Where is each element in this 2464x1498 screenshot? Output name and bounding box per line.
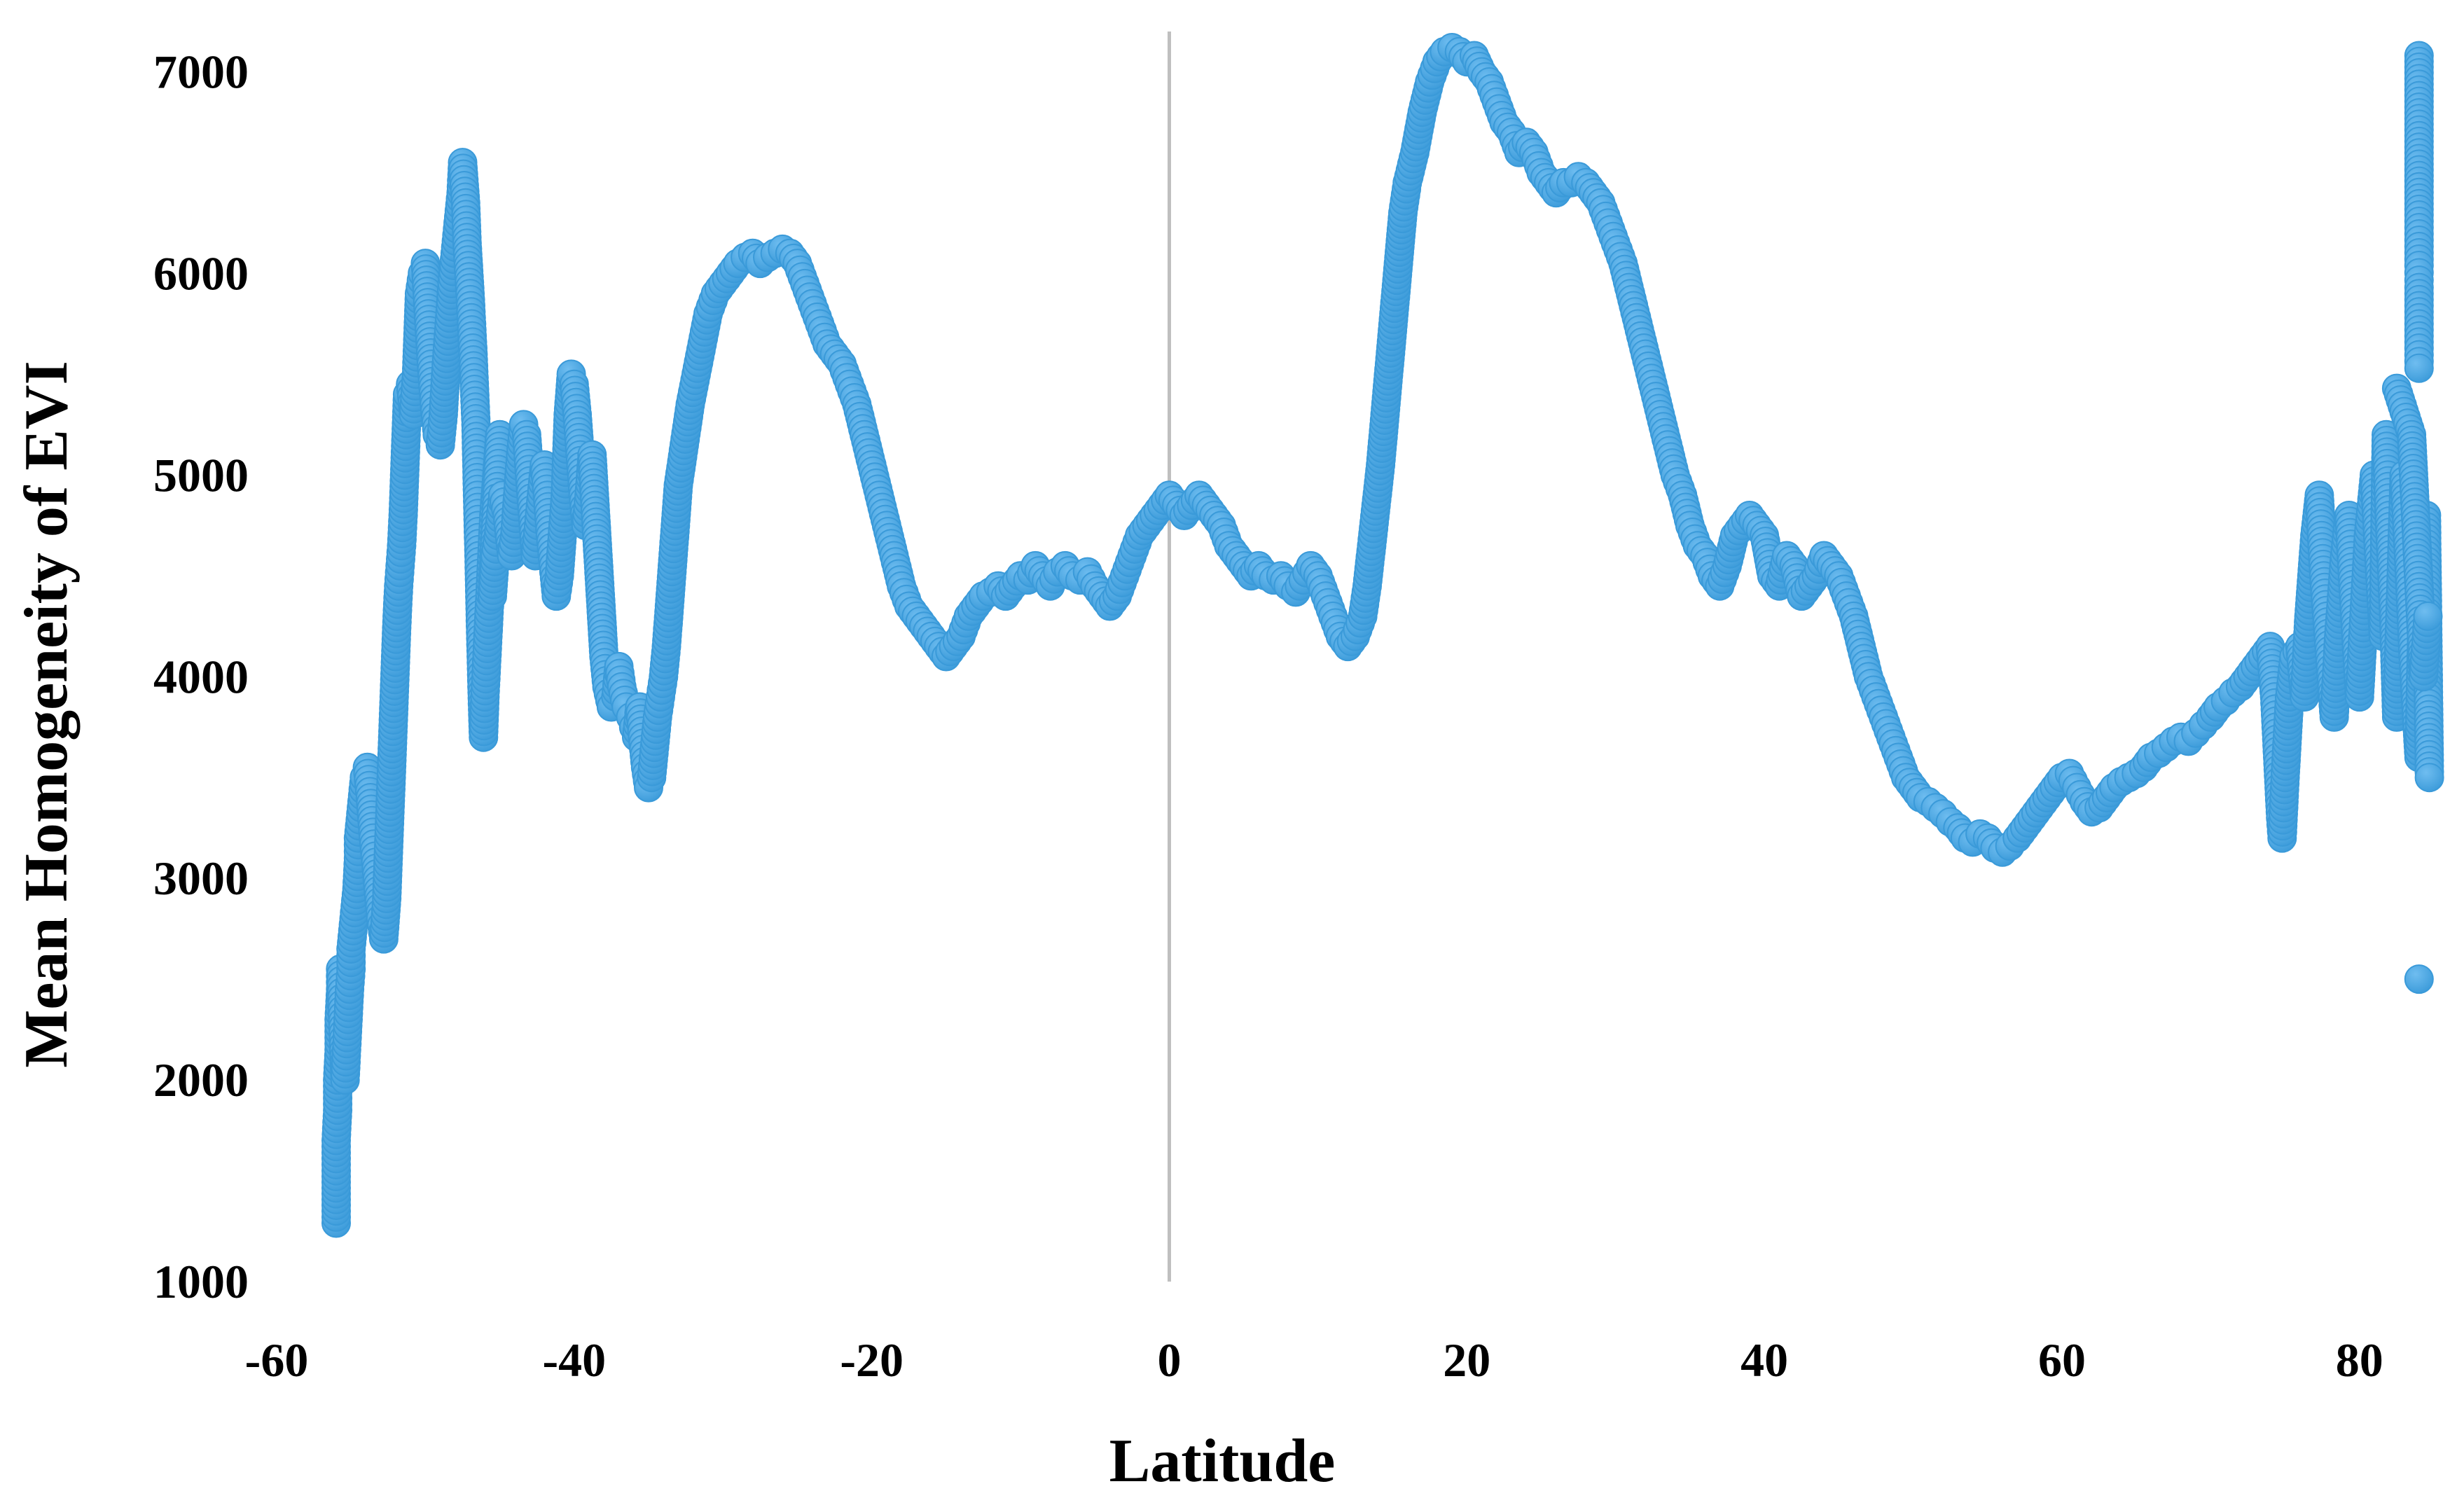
y-axis-tick-labels: 1000 2000 3000 4000 5000 6000 7000 [153, 46, 249, 1308]
y-tick-label: 1000 [153, 1255, 249, 1308]
data-point [2404, 964, 2434, 994]
data-point [2413, 601, 2443, 631]
x-tick-label: 20 [1443, 1333, 1490, 1387]
y-tick-label: 6000 [153, 247, 249, 300]
x-axis-title: Latitude [1109, 1427, 1336, 1495]
x-tick-label: -20 [840, 1333, 904, 1387]
y-tick-label: 7000 [153, 46, 249, 99]
y-tick-label: 2000 [153, 1053, 249, 1107]
x-axis-tick-labels: -60 -40 -20 0 20 40 60 80 [245, 1333, 2383, 1387]
x-tick-label: -40 [542, 1333, 606, 1387]
x-tick-label: 40 [1740, 1333, 1788, 1387]
x-tick-label: 80 [2336, 1333, 2383, 1387]
y-tick-label: 5000 [153, 448, 249, 501]
x-tick-label: 60 [2038, 1333, 2086, 1387]
x-tick-label: -60 [245, 1333, 309, 1387]
data-point [2404, 353, 2434, 383]
y-tick-label: 4000 [153, 650, 249, 703]
data-point [2414, 763, 2444, 793]
y-axis-title: Mean Homogeneity of EVI [13, 361, 81, 1067]
y-tick-label: 3000 [153, 852, 249, 905]
x-tick-label: 0 [1157, 1333, 1181, 1387]
data-points [321, 33, 2444, 1238]
